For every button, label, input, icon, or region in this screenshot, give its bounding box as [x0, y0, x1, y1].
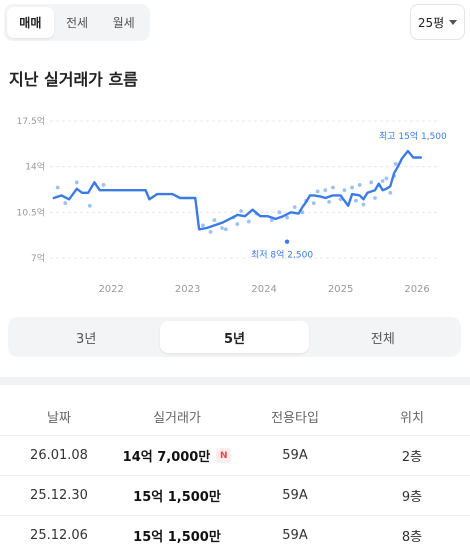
row-type: 59A [282, 528, 308, 543]
scatter-point [63, 201, 68, 206]
scatter-point [342, 188, 347, 193]
header-type: 전용타입 [271, 410, 319, 426]
header-date: 날짜 [47, 410, 71, 426]
range-3y-button[interactable]: 3년 [76, 331, 97, 347]
scatter-point [101, 183, 106, 187]
tab-jeonse[interactable]: 전세 [65, 16, 89, 30]
scatter-point [327, 199, 332, 204]
scatter-point [74, 180, 79, 185]
x-tick-label: 2022 [98, 284, 123, 295]
caret-down-icon [449, 19, 458, 25]
scatter-point [315, 189, 320, 194]
scatter-point [380, 179, 385, 183]
scatter-point [208, 230, 213, 234]
header-floor: 위치 [400, 410, 424, 426]
row-price: 15억 1,500만 [133, 530, 221, 545]
scatter-point [300, 210, 305, 215]
row-price: 14억 7,000만 N [118, 446, 236, 465]
row-date: 25.12.30 [30, 488, 88, 503]
table-row[interactable]: 26.01.08 14억 7,000만 N 59A 2층 [0, 436, 470, 476]
header-price: 실거래가 [153, 410, 201, 426]
table-header: 날짜 실거래가 전용타입 위치 [0, 397, 470, 436]
scatter-point [223, 227, 228, 232]
row-floor: 8층 [401, 530, 423, 545]
row-floor: 9층 [401, 490, 423, 505]
section-title: 지난 실거래가 흐름 [9, 70, 138, 89]
scatter-point [331, 185, 335, 190]
section-divider [0, 377, 470, 385]
tab-sale[interactable]: 매매 [7, 7, 54, 38]
new-badge: N [216, 448, 232, 463]
y-tick-label: 17.5억 [17, 115, 45, 127]
row-type: 59A [282, 488, 308, 503]
scatter-point [269, 218, 274, 223]
tab-monthly-rent[interactable]: 월세 [112, 16, 135, 30]
x-tick-label: 2024 [251, 284, 276, 295]
scatter-point [285, 215, 289, 220]
scatter-point [353, 198, 358, 203]
scatter-point [201, 223, 205, 228]
scatter-point [369, 180, 374, 185]
row-date: 25.12.06 [30, 528, 88, 543]
price-trend-line [52, 149, 423, 231]
table-row[interactable]: 25.12.30 15억 1,500만 59A 9층 [0, 476, 470, 516]
scatter-point [361, 202, 366, 207]
table-row[interactable]: 25.12.06 15억 1,500만 59A 8층 [0, 516, 470, 554]
x-tick-label: 2023 [175, 284, 200, 295]
row-type: 59A [282, 448, 308, 463]
range-5y-button[interactable]: 5년 [160, 321, 309, 353]
transaction-table: 날짜 실거래가 전용타입 위치 26.01.08 14억 7,000만 N 59… [0, 397, 470, 554]
scatter-point [246, 219, 251, 224]
scatter-point [384, 176, 389, 181]
y-tick-label: 14억 [25, 161, 45, 173]
scatter-point [220, 226, 224, 230]
size-selector-dropdown[interactable]: 25평 [410, 4, 465, 40]
scatter-point [292, 205, 297, 210]
row-floor: 2층 [401, 450, 423, 465]
scatter-point [55, 185, 60, 190]
scatter-point [350, 185, 354, 190]
scatter-point [373, 196, 377, 200]
price-trend-chart: 17.5억 14억 10.5억 7억 2022 2023 2024 2025 2026 최고 15… [17, 115, 447, 295]
row-price-value: 14억 7,000만 [122, 450, 211, 465]
min-price-point [284, 239, 290, 244]
scatter-point [239, 209, 244, 213]
row-date: 26.01.08 [30, 448, 88, 463]
y-tick-label: 7억 [31, 252, 45, 264]
x-tick-label: 2025 [328, 284, 353, 295]
scatter-point [323, 188, 328, 193]
size-selector-label: 25평 [417, 15, 445, 30]
range-selector: 3년 5년 전체 [8, 317, 461, 357]
x-tick-label: 2026 [404, 284, 429, 295]
range-all-button[interactable]: 전체 [370, 331, 395, 347]
max-price-label: 최고 15억 1,500 [379, 130, 447, 142]
scatter-point [235, 222, 240, 226]
scatter-point [277, 210, 282, 215]
scatter-point [393, 162, 398, 166]
scatter-point [357, 183, 362, 187]
min-price-label: 최저 8억 2,500 [251, 249, 313, 261]
deal-type-tabs: 매매 전세 월세 [4, 4, 150, 41]
scatter-point [388, 190, 393, 195]
scatter-point [311, 201, 316, 206]
scatter-point [212, 218, 217, 223]
y-tick-label: 10.5억 [17, 206, 45, 218]
row-price: 15억 1,500만 [133, 490, 221, 505]
scatter-point [87, 203, 92, 208]
